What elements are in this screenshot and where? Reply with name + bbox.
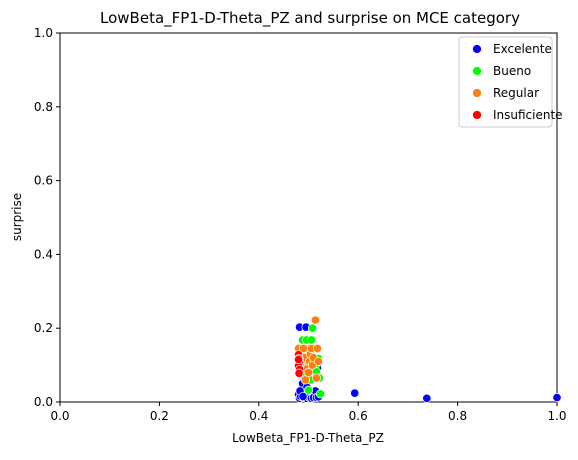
legend-label-regular: Regular bbox=[493, 86, 539, 100]
data-points bbox=[294, 315, 562, 403]
legend-label-bueno: Bueno bbox=[493, 64, 531, 78]
legend-label-excelente: Excelente bbox=[493, 42, 552, 56]
data-point-bueno bbox=[303, 385, 314, 395]
data-point-excelente bbox=[422, 393, 432, 403]
legend-box bbox=[458, 36, 553, 128]
y-axis-label: surprise bbox=[10, 193, 24, 241]
data-point-regular bbox=[303, 367, 314, 378]
x-tick-label: 0.4 bbox=[249, 409, 268, 423]
data-point-excelente bbox=[298, 391, 308, 402]
data-point-regular bbox=[313, 356, 323, 366]
y-tick-label: 0.0 bbox=[34, 395, 53, 409]
data-point-regular bbox=[310, 315, 321, 325]
y-tick-label: 1.0 bbox=[34, 26, 53, 40]
y-tick-label: 0.2 bbox=[34, 321, 53, 335]
y-tick-label: 0.4 bbox=[34, 247, 53, 261]
x-tick-label: 0.8 bbox=[448, 409, 467, 423]
x-axis-label: LowBeta_FP1-D-Theta_PZ bbox=[232, 431, 384, 445]
data-point-regular bbox=[312, 343, 322, 354]
y-tick-label: 0.6 bbox=[34, 174, 53, 188]
x-tick-label: 1.0 bbox=[547, 409, 566, 423]
legend-marker-regular bbox=[472, 88, 482, 98]
chart-title: LowBeta_FP1-D-Theta_PZ and surprise on M… bbox=[100, 9, 520, 28]
x-tick-label: 0.2 bbox=[150, 409, 169, 423]
x-tick-label: 0.6 bbox=[349, 409, 368, 423]
data-point-insuficiente bbox=[294, 368, 304, 378]
y-tick-label: 0.8 bbox=[34, 100, 53, 114]
data-point-bueno bbox=[306, 335, 317, 345]
data-point-excelente bbox=[552, 393, 562, 403]
x-tick-label: 0.0 bbox=[50, 409, 69, 423]
y-axis: 0.0 0.2 0.4 0.6 0.8 1.0 bbox=[34, 26, 60, 409]
data-point-excelente bbox=[350, 388, 360, 398]
data-point-regular bbox=[311, 373, 322, 383]
x-axis: 0.0 0.2 0.4 0.6 0.8 1.0 bbox=[50, 402, 567, 423]
legend-marker-insuficiente bbox=[472, 110, 482, 120]
legend-marker-excelente bbox=[472, 44, 482, 54]
data-point-bueno bbox=[307, 323, 318, 333]
data-point-bueno bbox=[315, 389, 325, 399]
legend-marker-bueno bbox=[472, 66, 482, 76]
legend: Excelente Bueno Regular Insuficiente bbox=[458, 36, 563, 128]
data-point-insuficiente bbox=[294, 355, 304, 365]
legend-label-insuficiente: Insuficiente bbox=[493, 108, 563, 122]
